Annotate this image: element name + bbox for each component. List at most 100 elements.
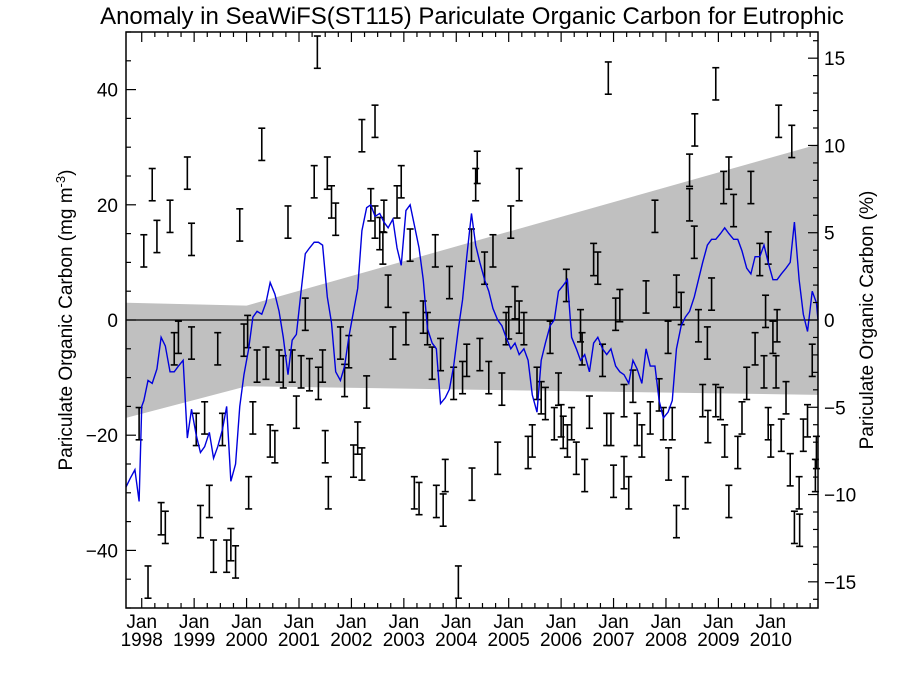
error-bar — [725, 156, 733, 191]
error-bar — [782, 380, 790, 415]
error-bar — [196, 504, 204, 539]
error-bar — [694, 308, 702, 343]
error-bar — [253, 349, 261, 384]
error-bar — [507, 205, 515, 240]
error-bar — [796, 513, 804, 548]
error-bar — [144, 565, 152, 600]
error-bar — [572, 441, 580, 476]
x-tick-month-label: Jan — [126, 612, 157, 633]
right-tick-label: 0 — [824, 311, 835, 332]
error-bar — [638, 424, 646, 458]
error-bar — [328, 184, 336, 219]
error-bar — [275, 349, 283, 384]
error-bar — [310, 164, 318, 199]
error-bar — [321, 429, 329, 464]
x-tick-year-label: 2001 — [278, 630, 320, 651]
error-bar — [410, 475, 418, 510]
error-bar — [721, 424, 729, 458]
error-bar — [557, 403, 565, 438]
x-tick-year-label: 2010 — [750, 630, 792, 651]
error-bar — [183, 156, 191, 191]
plot-area — [125, 31, 820, 609]
error-bar — [205, 484, 213, 519]
error-bar — [775, 104, 783, 139]
error-bar — [594, 251, 602, 286]
error-bar — [468, 467, 476, 502]
error-bar — [708, 277, 716, 312]
error-bar — [384, 274, 392, 309]
x-tick-year-label: 2009 — [697, 630, 739, 651]
x-tick-year-label: 1998 — [121, 630, 163, 651]
x-tick-month-label: Jan — [703, 612, 734, 633]
error-bar — [319, 349, 327, 384]
error-bar — [651, 199, 659, 234]
right-tick-label: −15 — [824, 573, 856, 594]
error-bar — [681, 475, 689, 510]
error-bar — [223, 539, 231, 574]
error-bar — [712, 383, 720, 418]
error-bar — [441, 458, 449, 493]
x-tick-month-label: Jan — [493, 612, 524, 633]
right-y-axis: −15 −10 −5 0 5 10 15 — [808, 40, 856, 600]
x-tick-month-label: Jan — [336, 612, 367, 633]
error-bar — [777, 418, 785, 453]
left-tick-label: −20 — [86, 426, 118, 447]
error-bar — [664, 320, 672, 355]
error-bar — [751, 331, 759, 366]
error-bar — [393, 184, 401, 219]
error-bar — [808, 343, 816, 378]
error-bar — [324, 475, 332, 510]
error-bar — [454, 565, 462, 600]
error-bar — [157, 501, 165, 536]
error-bar — [245, 475, 253, 510]
error-bar — [379, 231, 387, 265]
error-bar — [313, 35, 321, 70]
error-bar — [473, 150, 481, 185]
error-bar — [703, 326, 711, 360]
error-bar — [812, 435, 820, 470]
error-bar — [240, 323, 248, 358]
error-bar — [672, 274, 680, 309]
error-bar — [633, 412, 641, 447]
error-bar — [620, 455, 628, 490]
error-bar — [201, 400, 209, 435]
error-bar — [336, 326, 344, 360]
error-bar — [590, 242, 598, 277]
error-bar — [350, 444, 358, 479]
error-bar — [520, 311, 528, 346]
error-bar — [762, 294, 770, 329]
error-bar — [148, 167, 156, 202]
error-bar — [358, 447, 366, 481]
left-tick-label: 40 — [97, 81, 118, 102]
x-tick-year-label: 2003 — [383, 630, 425, 651]
error-bar — [607, 412, 615, 447]
x-tick-month-label: Jan — [179, 612, 210, 633]
error-bar — [236, 208, 244, 242]
error-bar — [795, 475, 803, 510]
error-bar — [612, 297, 620, 332]
error-bar — [659, 406, 667, 441]
error-bar — [140, 233, 148, 268]
right-tick-label: −5 — [824, 398, 846, 419]
error-bar — [284, 205, 292, 240]
error-bar — [415, 481, 423, 516]
x-tick-month-label: Jan — [389, 612, 420, 633]
error-bar — [646, 400, 654, 435]
x-tick-month-label: Jan — [231, 612, 262, 633]
error-bar — [610, 464, 618, 499]
error-bar — [533, 366, 541, 401]
error-bar — [767, 424, 775, 458]
error-bar — [511, 285, 519, 320]
error-bar — [686, 187, 694, 222]
left-tick-label: −40 — [86, 541, 118, 562]
chart-title: Anomaly in SeaWiFS(ST115) Pariculate Org… — [100, 3, 844, 30]
trend-confidence-band — [126, 144, 818, 418]
error-bar — [712, 66, 720, 101]
error-bar — [244, 314, 252, 349]
error-bar — [210, 539, 218, 574]
error-bar — [704, 409, 712, 444]
right-tick-label: 15 — [824, 49, 845, 70]
left-y-axis: −40 −20 0 20 40 — [86, 31, 136, 609]
error-bar — [747, 170, 755, 205]
error-bar — [485, 360, 493, 395]
